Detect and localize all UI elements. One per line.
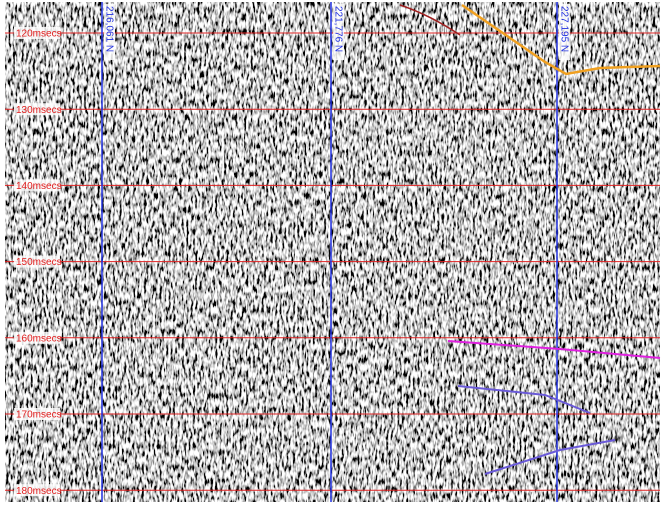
time-label: 120msecs bbox=[16, 29, 62, 40]
page: 120msecs 130msecs 140msecs 150msecs 160msecs… bbox=[0, 0, 662, 505]
time-label: 160msecs bbox=[16, 333, 62, 344]
northing-label: 227,195 N bbox=[558, 6, 569, 52]
northing-label: 216,061 N bbox=[103, 6, 114, 52]
time-label: 170msecs bbox=[16, 410, 62, 421]
northing-label: 221,776 N bbox=[332, 6, 343, 52]
time-label: 140msecs bbox=[16, 181, 62, 192]
time-label: 150msecs bbox=[16, 257, 62, 268]
time-label: 130msecs bbox=[16, 105, 62, 116]
time-label: 180msecs bbox=[16, 486, 62, 497]
seismic-texture bbox=[5, 2, 660, 502]
seismic-section: 120msecs 130msecs 140msecs 150msecs 160msecs… bbox=[0, 0, 662, 505]
